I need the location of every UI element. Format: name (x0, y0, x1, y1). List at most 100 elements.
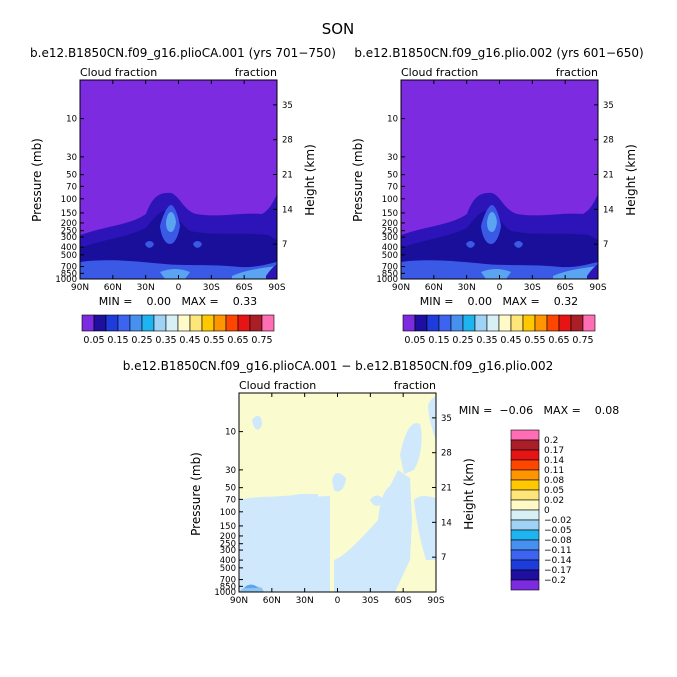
x-tick-label: 60S (236, 283, 253, 293)
x-tick-label: 30N (137, 283, 155, 293)
y2-tick-label: 28 (441, 449, 452, 459)
y-tick-label: 400 (220, 556, 236, 566)
colorbar-label: −0.05 (544, 526, 572, 536)
y-tick-label: 1000 (214, 588, 236, 598)
y-tick-label: 250 (382, 227, 398, 237)
colorbar-swatch (261, 314, 275, 332)
x-tick-label: 0 (335, 596, 341, 606)
colorbar-swatch (249, 314, 263, 332)
panel-b-left-label: Cloud fraction (401, 66, 478, 79)
colorbar-swatch (510, 489, 540, 501)
colorbar-label: 0.17 (544, 446, 564, 456)
colorbar-label: −0.02 (544, 516, 572, 526)
colorbar-label: 0.25 (452, 335, 473, 346)
colorbar-swatch (117, 314, 131, 332)
colorbar-label: 0.2 (544, 436, 558, 446)
colorbar-label: −0.2 (544, 576, 566, 586)
colorbar-swatch (510, 459, 540, 471)
colorbar-swatch (129, 314, 143, 332)
y-tick-label: 10 (225, 428, 236, 438)
colorbar-label: 0.25 (131, 335, 152, 346)
x-tick-label: 30S (362, 596, 379, 606)
y-tick-label: 100 (61, 195, 77, 205)
y-tick-label: 500 (220, 564, 236, 574)
colorbar-swatch (582, 314, 596, 332)
colorbar-label: 0.02 (544, 496, 564, 506)
panel-a-colorbar: 0.05 0.15 0.25 0.35 0.45 0.55 0.65 0.75 (81, 314, 275, 346)
y2-tick-label: 21 (282, 171, 293, 181)
colorbar-swatch (201, 314, 215, 332)
colorbar-label: 0.08 (544, 476, 564, 486)
x-tick-label: 30N (296, 596, 314, 606)
y2-tick-label: 14 (282, 205, 293, 215)
x-tick-label: 0 (497, 283, 503, 293)
colorbar-label: 0 (544, 506, 550, 516)
y-tick-label: 400 (382, 243, 398, 253)
panel-b-colorbar: 0.05 0.15 0.25 0.35 0.45 0.55 0.65 0.75 (402, 314, 596, 346)
colorbar-label: 0.65 (227, 335, 248, 346)
colorbar-label: 0.55 (524, 335, 545, 346)
panel-a-right-label: fraction (235, 66, 277, 79)
colorbar-label: 0.15 (107, 335, 128, 346)
y2-tick-label: 35 (441, 414, 452, 424)
colorbar-swatch (414, 314, 428, 332)
x-tick-label: 60N (263, 596, 281, 606)
y-tick-label: 200 (220, 532, 236, 542)
colorbar-label: −0.17 (544, 566, 572, 576)
y-tick-label: 200 (61, 219, 77, 229)
colorbar-swatch (510, 429, 540, 441)
colorbar-swatch (153, 314, 167, 332)
panel-diff-y2label: Height (km) (462, 458, 476, 529)
colorbar-label: 0.11 (544, 466, 564, 476)
colorbar-label: 0.05 (83, 335, 104, 346)
y-tick-label: 850 (220, 582, 236, 592)
x-tick-label: 90N (230, 596, 248, 606)
panel-diff-stats: MIN = −0.06 MAX = 0.08 (459, 404, 620, 417)
y2-tick-label: 7 (603, 240, 608, 250)
colorbar-swatch (225, 314, 239, 332)
panel-diff-ylabel: Pressure (mb) (189, 452, 203, 536)
y-tick-label: 10 (387, 115, 398, 125)
y-tick-label: 700 (220, 576, 236, 586)
panel-b-y2label: Height (km) (624, 144, 638, 215)
colorbar-swatch (510, 549, 540, 561)
colorbar-label: −0.14 (544, 556, 572, 566)
panel-a-y2label: Height (km) (303, 144, 317, 215)
colorbar-swatch (237, 314, 251, 332)
y-tick-label: 850 (382, 269, 398, 279)
colorbar-swatch (462, 314, 476, 332)
colorbar-swatch (510, 519, 540, 531)
y2-tick-label: 21 (441, 484, 452, 494)
colorbar-swatch (141, 314, 155, 332)
panel-diff-axis-ticks: 90N 60N 30N 0 30S 60S 90S103050701001502002503… (214, 393, 452, 606)
panel-diff-right-label: fraction (394, 379, 436, 392)
panel-a-stats: MIN = 0.00 MAX = 0.33 (99, 295, 257, 308)
y-tick-label: 700 (382, 263, 398, 273)
y-tick-label: 700 (61, 263, 77, 273)
y2-tick-label: 7 (282, 240, 287, 250)
y2-tick-label: 14 (441, 518, 452, 528)
y-tick-label: 50 (66, 171, 77, 181)
colorbar-swatch (546, 314, 560, 332)
y-tick-label: 500 (382, 251, 398, 261)
panel-diff-title: b.e12.B1850CN.f09_g16.plioCA.001 − b.e12… (123, 359, 554, 373)
x-tick-label: 90S (589, 283, 606, 293)
y2-tick-label: 35 (282, 101, 293, 111)
y-tick-label: 500 (61, 251, 77, 261)
colorbar-swatch (510, 509, 540, 521)
colorbar-swatch (510, 569, 540, 581)
colorbar-label: 0.75 (251, 335, 272, 346)
page-title: SON (322, 20, 355, 38)
colorbar-swatch (498, 314, 512, 332)
colorbar-swatch (438, 314, 452, 332)
y-tick-label: 30 (66, 153, 77, 163)
x-tick-label: 90N (71, 283, 89, 293)
colorbar-swatch (165, 314, 179, 332)
colorbar-swatch (510, 314, 524, 332)
colorbar-swatch (510, 469, 540, 481)
y-tick-label: 70 (225, 495, 236, 505)
y-tick-label: 400 (61, 243, 77, 253)
colorbar-swatch (450, 314, 464, 332)
y-tick-label: 250 (220, 540, 236, 550)
